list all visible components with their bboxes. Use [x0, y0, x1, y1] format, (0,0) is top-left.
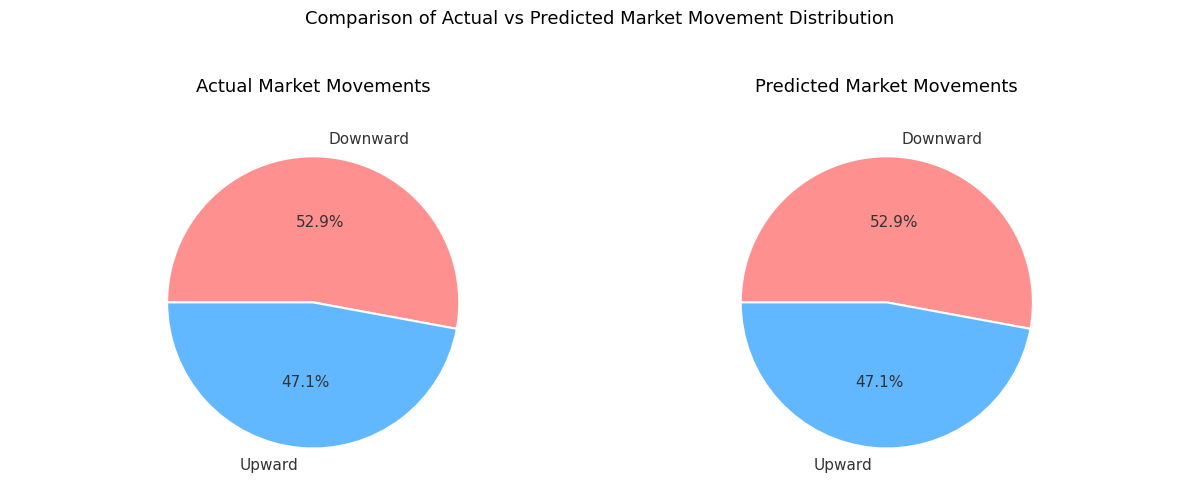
Text: Downward: Downward	[328, 132, 409, 147]
Title: Predicted Market Movements: Predicted Market Movements	[756, 78, 1018, 96]
Text: 52.9%: 52.9%	[296, 215, 344, 230]
Text: Upward: Upward	[240, 458, 299, 473]
Text: Comparison of Actual vs Predicted Market Movement Distribution: Comparison of Actual vs Predicted Market…	[305, 10, 895, 28]
Title: Actual Market Movements: Actual Market Movements	[196, 78, 431, 96]
Wedge shape	[740, 302, 1031, 448]
Wedge shape	[740, 156, 1033, 329]
Wedge shape	[167, 156, 460, 329]
Text: 52.9%: 52.9%	[870, 215, 918, 230]
Text: Upward: Upward	[814, 458, 872, 473]
Wedge shape	[167, 302, 457, 448]
Text: Downward: Downward	[901, 132, 983, 147]
Text: 47.1%: 47.1%	[856, 375, 904, 390]
Text: 47.1%: 47.1%	[282, 375, 330, 390]
